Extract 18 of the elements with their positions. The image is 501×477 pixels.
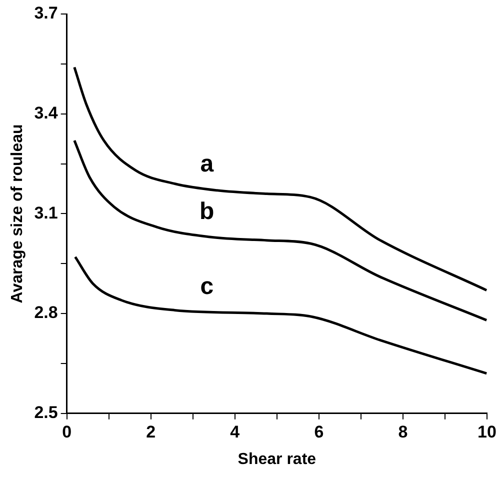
line-series xyxy=(73,139,487,322)
x-tick-label: 8 xyxy=(398,422,408,442)
x-tick-label: 4 xyxy=(230,422,240,442)
series-label: a xyxy=(200,150,214,178)
y-tick-label: 3.7 xyxy=(34,4,58,23)
x-tick-label: 6 xyxy=(314,422,324,442)
series-label: c xyxy=(200,273,214,300)
x-tick-label: 10 xyxy=(478,422,496,442)
x-tick-label: 0 xyxy=(62,422,72,442)
x-tick-label: 2 xyxy=(146,422,156,442)
y-tick-label: 3.4 xyxy=(34,104,58,123)
y-tick-label: 3.1 xyxy=(34,203,58,222)
y-tick-label: 2.5 xyxy=(34,403,58,422)
line-series xyxy=(74,256,487,375)
series-label: b xyxy=(200,198,214,226)
y-tick-label: 2.8 xyxy=(34,303,58,322)
x-axis-title: Shear rate xyxy=(238,450,316,468)
y-axis-title: Avarage size of rouleau xyxy=(9,124,26,304)
